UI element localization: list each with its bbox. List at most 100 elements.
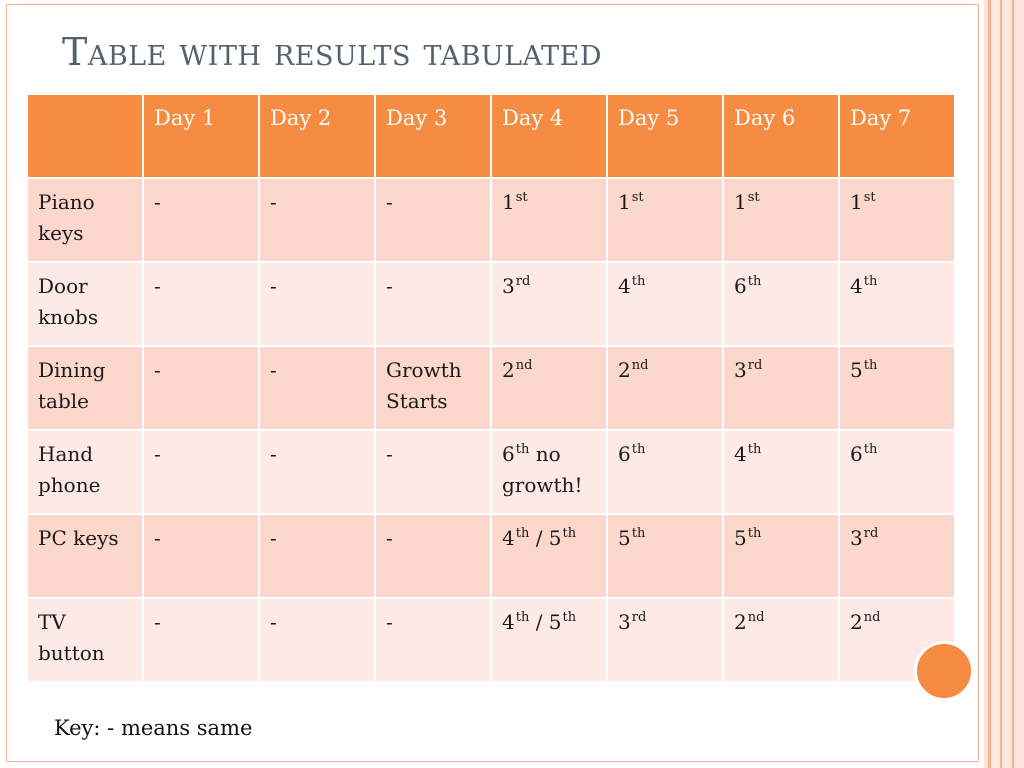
ordinal-suffix: th (747, 526, 762, 541)
cell-value: - (270, 442, 277, 466)
result-cell: 2nd (722, 597, 840, 683)
key-legend: Key: - means same (54, 716, 253, 740)
ordinal-suffix: th (747, 442, 762, 457)
cell-value: - (154, 442, 161, 466)
result-cell: 2nd (490, 345, 608, 431)
cell-value: 5 (734, 526, 747, 550)
cell-value: - (154, 190, 161, 214)
cell-value: - (270, 190, 277, 214)
table-row: Piano keys - - -1st 1st 1st 1st (26, 177, 956, 263)
cell-value: 2 (502, 358, 515, 382)
header-row: Day 1 Day 2 Day 3 Day 4 Day 5 Day 6 Day 7 (26, 93, 956, 179)
result-cell: - (374, 177, 492, 263)
result-cell: 1st (722, 177, 840, 263)
result-cell: 5th (722, 513, 840, 599)
ordinal-suffix: th (631, 274, 646, 289)
cell-value: - (386, 442, 393, 466)
result-cell: 3rd (490, 261, 608, 347)
table-row: Dining table - - Growth Starts 2nd 2nd 3rd 5th (26, 345, 956, 431)
cell-value: 5 (850, 358, 863, 382)
header-cell-day: Day 1 (142, 93, 260, 179)
ordinal-suffix: th (747, 274, 762, 289)
result-cell: 4th (722, 429, 840, 515)
header-cell-empty (26, 93, 144, 179)
result-cell: - (258, 177, 376, 263)
slide-frame (6, 4, 979, 762)
ordinal-suffix: rd (747, 358, 763, 373)
cell-value: - (270, 274, 277, 298)
result-cell: 1st (490, 177, 608, 263)
cell-value: - (386, 274, 393, 298)
cell-value: - (270, 526, 277, 550)
cell-value: 6 (502, 442, 515, 466)
ordinal-suffix: th (631, 442, 646, 457)
cell-value: 2 (850, 610, 863, 634)
result-cell: - (142, 597, 260, 683)
cell-value: 6 (850, 442, 863, 466)
cell-value: 5 (548, 526, 562, 550)
ordinal-suffix: st (515, 190, 528, 205)
cell-value: 4 (734, 442, 747, 466)
ordinal-suffix: th (631, 526, 646, 541)
result-cell: 6th (722, 261, 840, 347)
result-cell: - (142, 345, 260, 431)
result-cell: - (374, 429, 492, 515)
cell-value: - (270, 610, 277, 634)
result-cell: 4th / 5th (490, 597, 608, 683)
result-cell: - (142, 429, 260, 515)
ordinal-suffix: nd (631, 358, 649, 373)
result-cell: - (374, 261, 492, 347)
row-label: Piano keys (26, 177, 144, 263)
row-label: Dining table (26, 345, 144, 431)
ordinal-suffix: nd (515, 358, 533, 373)
table-row: TV button - - -4th / 5th 3rd 2nd 2nd (26, 597, 956, 683)
ordinal-suffix: th (562, 610, 577, 625)
result-cell: 4th (838, 261, 956, 347)
cell-value: 5 (548, 610, 562, 634)
result-cell: 1st (606, 177, 724, 263)
table-row: Hand phone - - -6th no growth! 6th 4th 6th (26, 429, 956, 515)
header-cell-day: Day 4 (490, 93, 608, 179)
cell-value: 2 (618, 358, 631, 382)
ordinal-suffix: rd (515, 274, 531, 289)
ordinal-suffix: st (747, 190, 760, 205)
ordinal-suffix: nd (747, 610, 765, 625)
decorative-stripes (984, 0, 1024, 768)
cell-value: - (154, 526, 161, 550)
header-cell-day: Day 7 (838, 93, 956, 179)
result-cell: - (258, 429, 376, 515)
result-cell: 3rd (722, 345, 840, 431)
page-title: Table with results tabulated (62, 30, 603, 74)
cell-value: 6 (734, 274, 747, 298)
result-cell: 3rd (838, 513, 956, 599)
cell-value: - (154, 610, 161, 634)
cell-value: 6 (618, 442, 631, 466)
cell-value: 3 (618, 610, 631, 634)
cell-note: / (529, 526, 549, 550)
cell-value: 4 (618, 274, 631, 298)
result-cell: - (258, 513, 376, 599)
ordinal-suffix: th (515, 442, 530, 457)
cell-value: 4 (502, 526, 515, 550)
result-cell: - (374, 513, 492, 599)
cell-value: - (154, 358, 161, 382)
result-cell: 4th / 5th (490, 513, 608, 599)
table-row: Door knobs - - -3rd 4th 6th 4th (26, 261, 956, 347)
row-label: Hand phone (26, 429, 144, 515)
cell-value: - (386, 526, 393, 550)
header-cell-day: Day 5 (606, 93, 724, 179)
row-label: Door knobs (26, 261, 144, 347)
header-cell-day: Day 3 (374, 93, 492, 179)
row-label: TV button (26, 597, 144, 683)
results-table: Day 1 Day 2 Day 3 Day 4 Day 5 Day 6 Day 7 Pian… (26, 93, 956, 683)
header-cell-day: Day 6 (722, 93, 840, 179)
ordinal-suffix: nd (863, 610, 881, 625)
ordinal-suffix: st (631, 190, 644, 205)
result-cell: 5th (606, 513, 724, 599)
ordinal-suffix: th (863, 442, 878, 457)
ordinal-suffix: th (562, 526, 577, 541)
result-cell: 5th (838, 345, 956, 431)
cell-value: - (270, 358, 277, 382)
result-cell: 6th (606, 429, 724, 515)
result-cell: - (142, 513, 260, 599)
